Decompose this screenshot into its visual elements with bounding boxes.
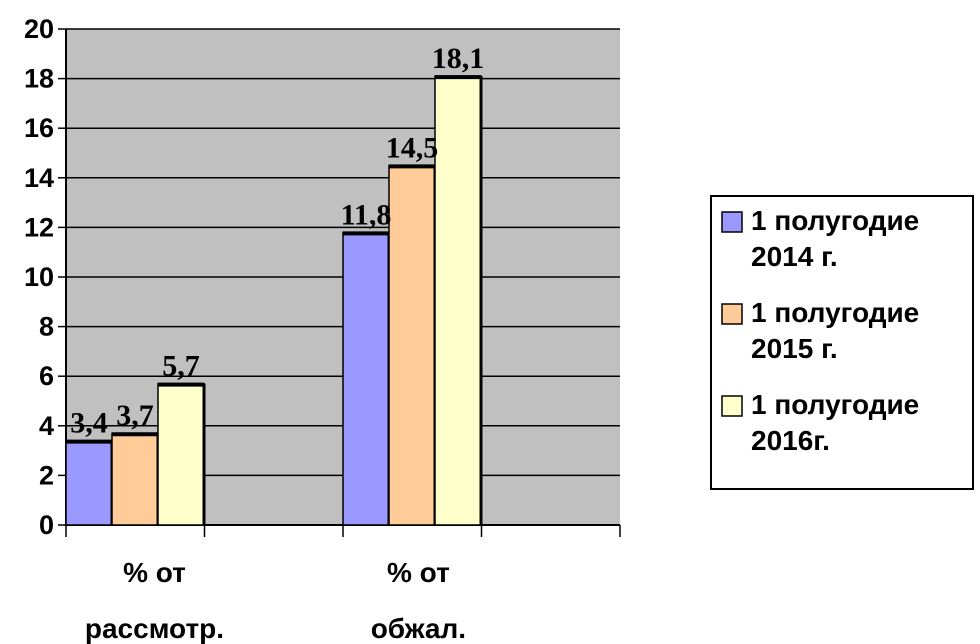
legend-swatch: [721, 211, 743, 233]
bar: [111, 432, 159, 526]
data-label: 11,8: [341, 198, 392, 231]
legend-label: 1 полугодие: [751, 205, 919, 236]
legend-label: 2015 г.: [751, 333, 838, 364]
legend: 1 полугодие 2014 г. 1 полугодие 2015 г. 1 по…: [710, 195, 974, 490]
y-tick-label: 16: [24, 113, 54, 143]
y-tick-label: 6: [39, 361, 54, 391]
data-label: 5,7: [162, 350, 200, 383]
category-label: рассмотр.: [85, 613, 224, 644]
legend-swatch: [721, 395, 743, 417]
plot-area: 0 2 4 6 8 10 12 14 16 18 20 3,4 11,8 3,7 14,5 5,7 18,1 % …: [24, 14, 621, 644]
legend-label: 2016г.: [751, 425, 830, 456]
bar: [388, 164, 436, 526]
category-label: % от: [123, 557, 186, 588]
y-tick-label: 4: [39, 411, 54, 441]
y-tick-label: 8: [39, 312, 54, 342]
category-label: % от: [387, 557, 450, 588]
bar: [434, 75, 482, 526]
legend-swatch: [721, 303, 743, 325]
bar: [342, 231, 390, 526]
legend-label: 1 полугодие: [751, 297, 919, 328]
y-tick-label: 10: [24, 262, 54, 292]
legend-label: 2014 г.: [751, 241, 838, 272]
y-tick-label: 14: [24, 163, 54, 193]
data-label: 3,7: [116, 399, 154, 432]
y-tick-label: 2: [39, 460, 54, 490]
data-label: 18,1: [432, 42, 485, 75]
y-tick-label: 18: [24, 64, 54, 94]
bar: [65, 439, 113, 526]
category-label: обжал.: [371, 613, 466, 644]
legend-box: [710, 195, 974, 490]
data-label: 14,5: [386, 131, 439, 164]
bar: [157, 382, 205, 526]
y-tick-label: 0: [39, 510, 54, 540]
data-label: 3,4: [70, 407, 108, 440]
legend-label: 1 полугодие: [751, 389, 919, 420]
y-tick-label: 12: [24, 212, 54, 242]
y-tick-label: 20: [24, 14, 54, 44]
